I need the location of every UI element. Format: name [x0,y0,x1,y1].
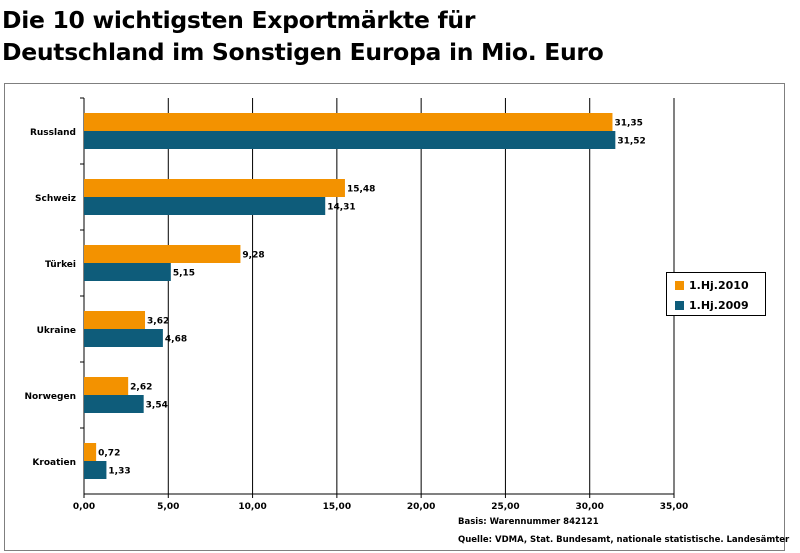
category-label-5: Kroatien [32,458,76,468]
x-tick-label-6: 30,00 [575,502,603,512]
category-label-3: Ukraine [37,326,76,336]
category-label-2: Türkei [45,260,76,270]
bar-2010-5 [84,443,97,461]
data-label-2010-5: 0,72 [98,449,120,459]
legend-label-2009: 1.Hj.2009 [689,298,749,312]
data-label-2009-4: 3,54 [146,401,168,411]
source-note: Quelle: VDMA, Stat. Bundesamt, nationale… [458,535,790,545]
legend-label-2010: 1.Hj.2010 [689,278,749,292]
data-label-2009-2: 5,15 [173,269,195,279]
x-tick-label-0: 0,00 [73,502,95,512]
basis-note: Basis: Warennummer 842121 [458,517,599,527]
bar-2009-3 [84,329,163,347]
chart-title: Die 10 wichtigsten Exportmärkte für Deut… [2,4,782,68]
legend-item-2009: 1.Hj.2009 [675,298,749,312]
category-label-0: Russland [30,128,76,138]
bar-2010-2 [84,245,241,263]
legend: 1.Hj.2010 1.Hj.2009 [666,272,766,316]
data-label-2010-4: 2,62 [130,383,152,393]
x-tick-label-3: 15,00 [323,502,351,512]
x-tick-label-2: 10,00 [238,502,266,512]
data-label-2010-0: 31,35 [614,119,642,129]
data-label-2010-2: 9,28 [242,251,264,261]
x-tick-label-7: 35,00 [660,502,688,512]
x-tick-label-1: 5,00 [157,502,179,512]
data-label-2009-1: 14,31 [327,203,355,213]
bar-2010-0 [84,113,613,131]
bar-2009-2 [84,263,171,281]
data-label-2009-5: 1,33 [108,467,130,477]
bar-2010-3 [84,311,146,329]
bar-2009-5 [84,461,107,479]
x-tick-label-5: 25,00 [491,502,519,512]
category-label-1: Schweiz [35,194,76,204]
data-label-2010-1: 15,48 [347,185,375,195]
chart-title-line-1: Die 10 wichtigsten Exportmärkte für [2,6,476,34]
data-label-2009-3: 4,68 [165,335,187,345]
bar-2010-1 [84,179,345,197]
bar-2010-4 [84,377,129,395]
category-label-4: Norwegen [24,392,76,402]
legend-item-2010: 1.Hj.2010 [675,278,749,292]
x-tick-label-4: 20,00 [407,502,435,512]
bar-2009-1 [84,197,326,215]
legend-swatch-2009 [675,300,684,310]
chart-title-line-2: Deutschland im Sonstigen Europa in Mio. … [2,38,604,66]
bar-2009-0 [84,131,616,149]
bar-2009-4 [84,395,144,413]
legend-swatch-2010 [675,280,684,290]
data-label-2009-0: 31,52 [617,137,645,147]
data-label-2010-3: 3,62 [147,317,169,327]
